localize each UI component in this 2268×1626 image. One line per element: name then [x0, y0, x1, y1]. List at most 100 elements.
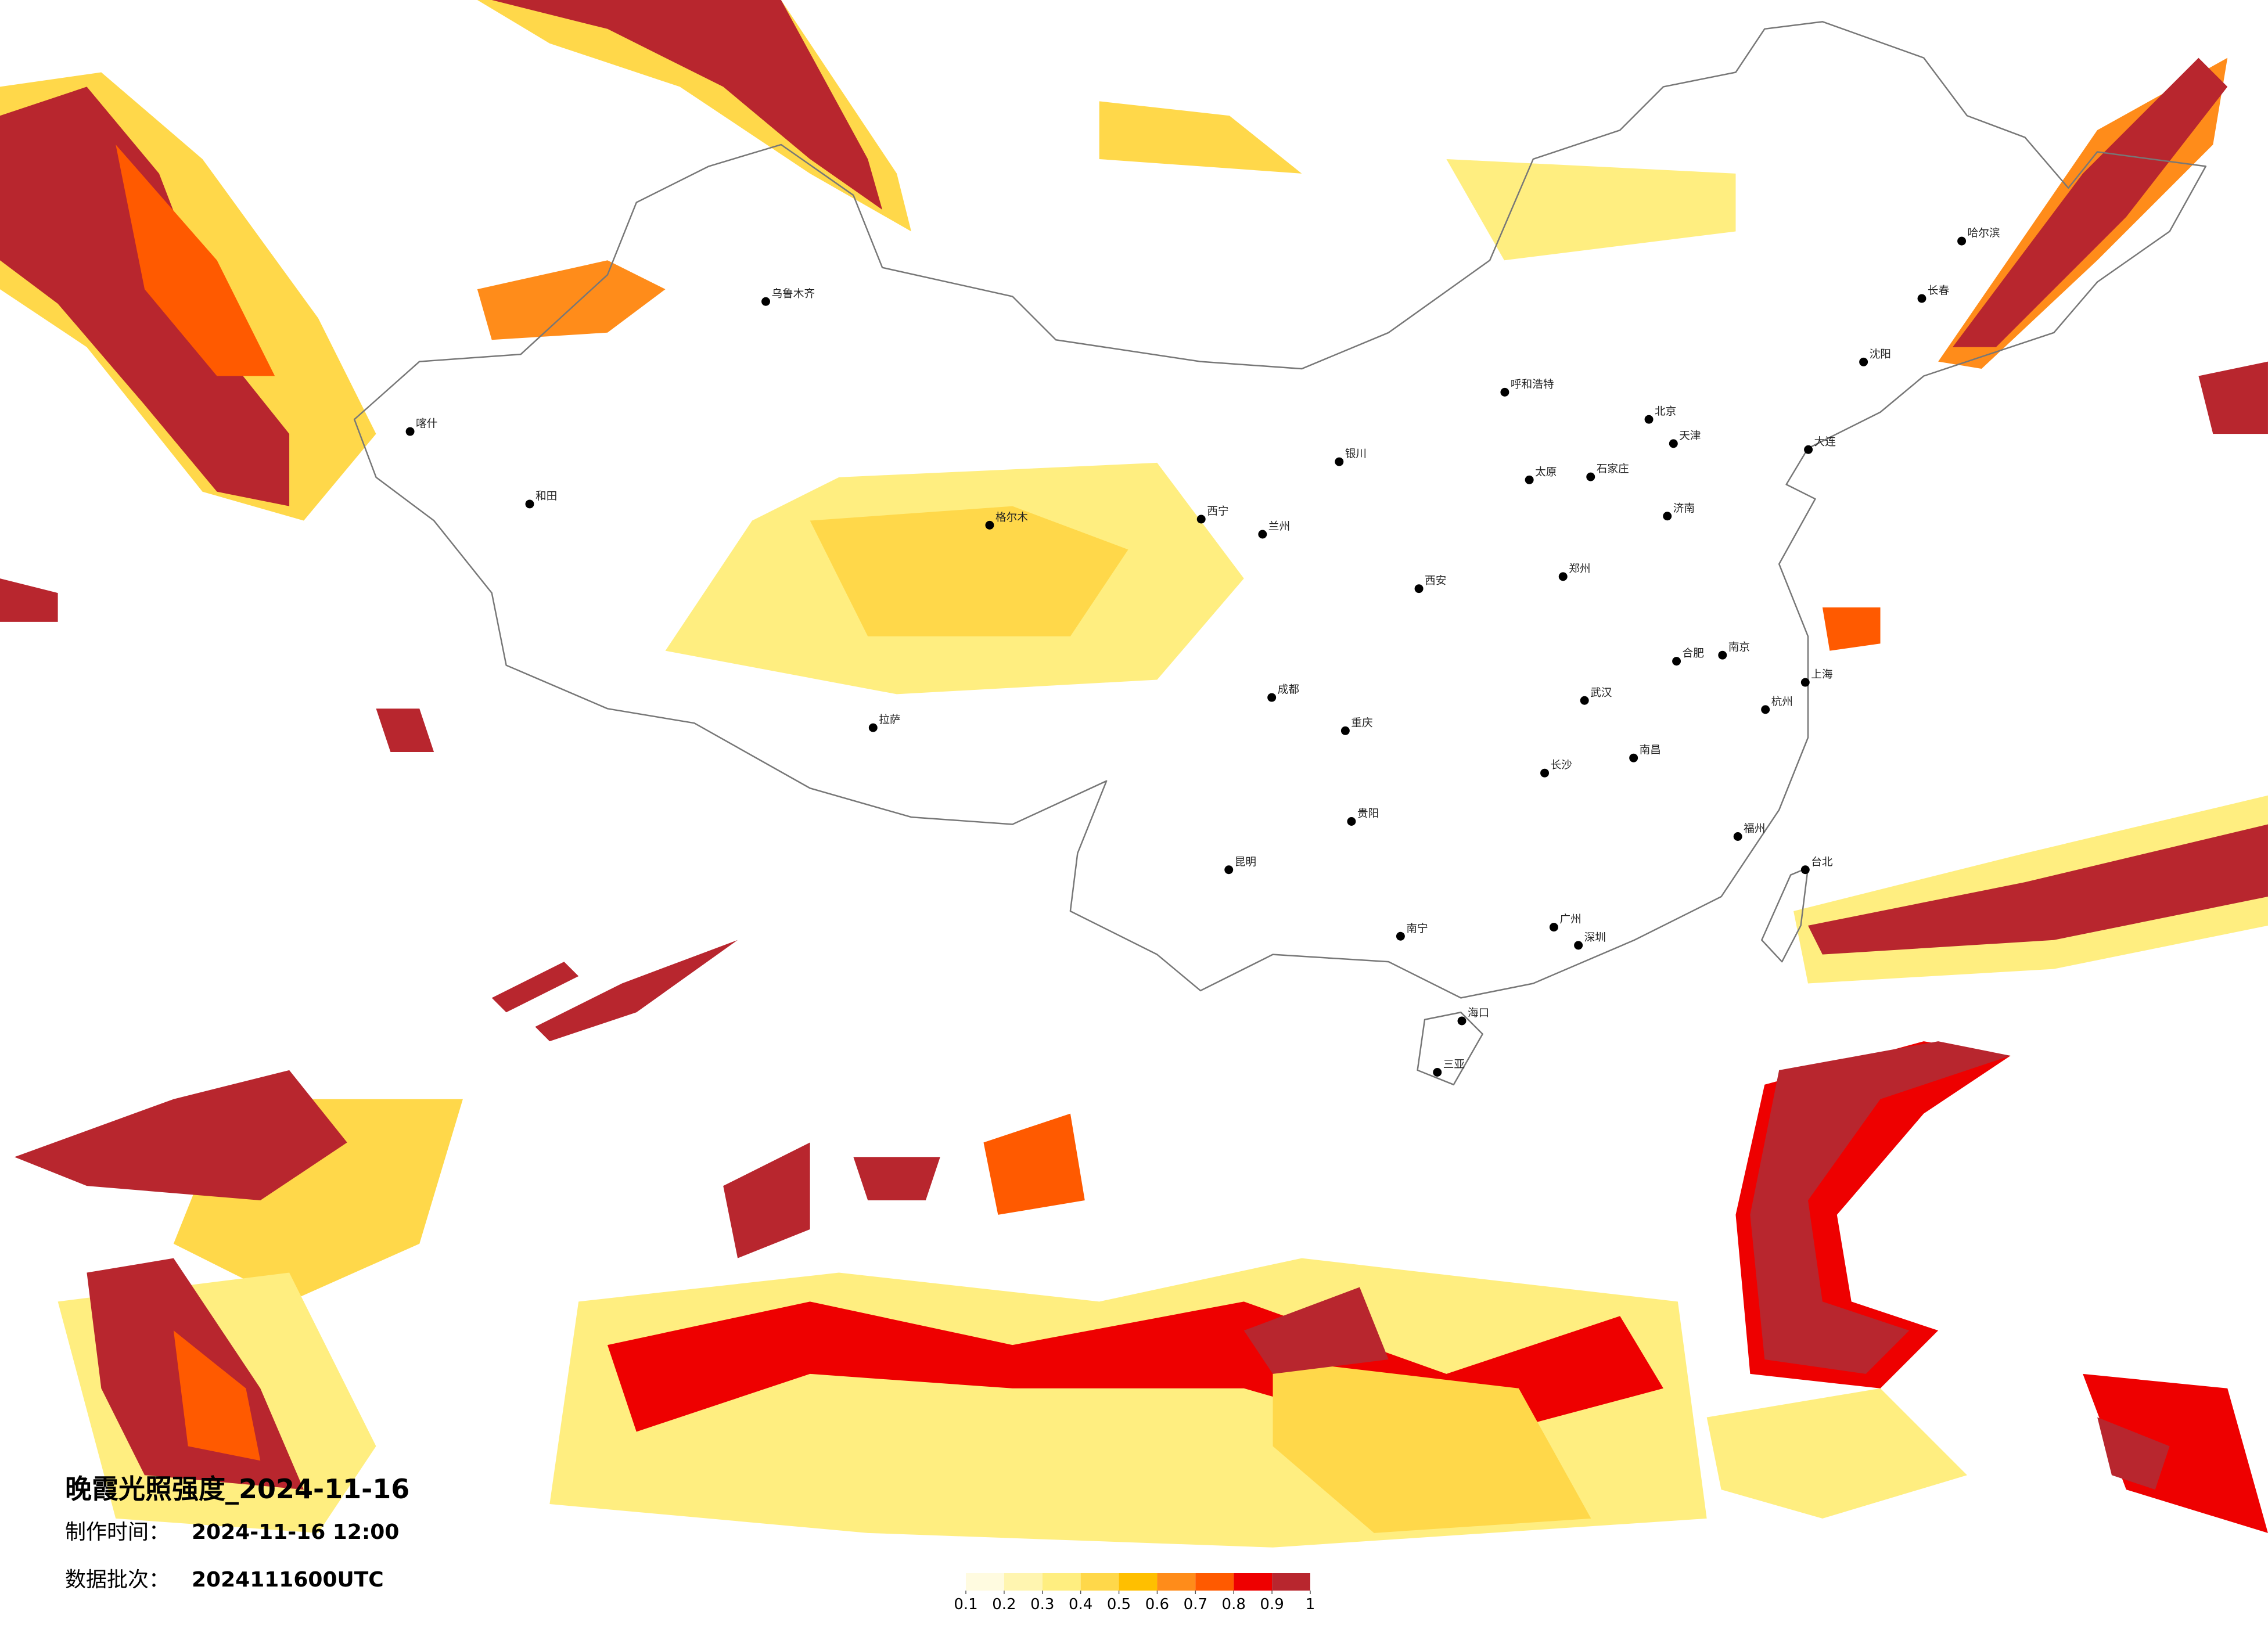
- city-label: 南京: [1728, 642, 1750, 654]
- city-dot: [1396, 931, 1405, 941]
- intensity-patch: [173, 1330, 261, 1461]
- city-dot: [1718, 650, 1727, 660]
- city-label: 太原: [1535, 466, 1557, 479]
- city-dot: [1347, 817, 1356, 826]
- city-label: 拉萨: [879, 714, 900, 726]
- city-dot: [1663, 512, 1672, 521]
- info-value: 2024111600UTC: [192, 1568, 384, 1592]
- intensity-patch: [2097, 1417, 2170, 1490]
- colorbar-tick-label: 0.5: [1107, 1596, 1131, 1613]
- city-label: 南昌: [1640, 744, 1661, 757]
- city-dot: [1224, 865, 1234, 875]
- intensity-patch: [1273, 1359, 1591, 1533]
- city-dot: [405, 427, 415, 436]
- colorbar-tick-label: 0.9: [1260, 1596, 1284, 1613]
- intensity-patch: [535, 940, 738, 1042]
- city-dot: [1586, 472, 1595, 481]
- colorbar-swatch: [1272, 1573, 1310, 1591]
- city-label: 长沙: [1551, 760, 1572, 772]
- city-label: 杭州: [1771, 696, 1793, 708]
- city-dot: [1733, 832, 1742, 841]
- city-label: 乌鲁木齐: [771, 288, 815, 300]
- city-label: 喀什: [416, 418, 437, 430]
- city-label: 和田: [535, 490, 557, 502]
- city-label: 郑州: [1569, 563, 1590, 575]
- city-dot: [1414, 584, 1424, 593]
- intensity-patch: [1099, 101, 1302, 174]
- colorbar-tick-label: 0.7: [1184, 1596, 1207, 1613]
- city-dot: [1574, 941, 1583, 950]
- city-label: 西宁: [1207, 506, 1228, 518]
- city-dot: [1258, 530, 1267, 539]
- city-dot: [761, 297, 770, 306]
- city-dot: [525, 499, 534, 509]
- colorbar-tick-label: 1: [1306, 1596, 1315, 1613]
- city-dot: [1859, 357, 1868, 366]
- colorbar: 0.1 0.2 0.3 0.4 0.5 0.6 0.7 0.8 0.9 1: [954, 1573, 1315, 1613]
- info-label: 制作时间：: [65, 1520, 170, 1544]
- info-label: 数据批次：: [65, 1568, 170, 1592]
- city-dot: [1433, 1068, 1442, 1077]
- hainan-outline: [1417, 1012, 1483, 1086]
- city-dot: [1804, 445, 1813, 454]
- city-label: 福州: [1744, 823, 1765, 835]
- intensity-patch: [1446, 159, 1736, 261]
- intensity-patch: [491, 962, 579, 1013]
- city-dot: [1340, 726, 1350, 735]
- colorbar-swatch: [1157, 1573, 1196, 1591]
- colorbar-tick-label: 0.6: [1145, 1596, 1169, 1613]
- city-label: 贵阳: [1357, 808, 1379, 820]
- city-label: 哈尔滨: [1968, 228, 2000, 240]
- city-label: 济南: [1673, 502, 1695, 515]
- city-dot: [868, 723, 878, 732]
- country-outline: [353, 21, 2207, 999]
- intensity-patch: [0, 578, 58, 622]
- colorbar-tick-label: 0.1: [954, 1596, 977, 1613]
- intensity-patch: [1706, 1388, 1967, 1519]
- city-dot: [1672, 657, 1681, 666]
- city-dot: [1525, 475, 1534, 484]
- city-label: 南宁: [1406, 923, 1428, 935]
- city-label: 合肥: [1683, 647, 1704, 660]
- intensity-patch: [1243, 1287, 1389, 1374]
- intensity-patch: [376, 708, 434, 753]
- city-label: 银川: [1345, 448, 1367, 461]
- intensity-patch: [983, 1113, 1085, 1215]
- city-label: 深圳: [1584, 931, 1606, 944]
- title: 晚霞光照强度_2024-11-16: [65, 1473, 409, 1505]
- city-label: 武汉: [1590, 687, 1612, 699]
- city-dot: [985, 520, 994, 530]
- city-label: 台北: [1811, 856, 1833, 868]
- city-label: 西安: [1425, 575, 1446, 587]
- city-dot: [1800, 678, 1810, 687]
- city-dot: [1917, 294, 1926, 303]
- city-label: 三亚: [1443, 1059, 1465, 1071]
- city-label: 广州: [1559, 913, 1581, 926]
- colorbar-swatch: [966, 1573, 1004, 1591]
- intensity-patch: [2198, 361, 2268, 434]
- city-dot: [1267, 693, 1277, 702]
- city-label: 成都: [1278, 684, 1299, 696]
- colorbar-tick-label: 0.4: [1069, 1596, 1092, 1613]
- colorbar-swatch: [1080, 1573, 1119, 1591]
- intensity-patch: [853, 1157, 940, 1201]
- city-label: 呼和浩特: [1511, 379, 1554, 391]
- city-dot: [1540, 768, 1550, 778]
- city-dot: [1644, 415, 1654, 424]
- city-label: 海口: [1468, 1008, 1489, 1020]
- intensity-patch: [1822, 607, 1881, 651]
- city-label: 重庆: [1351, 717, 1372, 729]
- city-label: 格尔木: [995, 512, 1028, 524]
- city-label: 昆明: [1235, 856, 1256, 868]
- city-dot: [1629, 753, 1638, 762]
- city-dot: [1500, 387, 1509, 397]
- intensity-patch: [1750, 1041, 2011, 1374]
- city-dot: [1800, 865, 1810, 875]
- city-dot: [1558, 572, 1568, 581]
- info-value: 2024-11-16 12:00: [192, 1520, 399, 1544]
- city-label: 天津: [1679, 430, 1701, 442]
